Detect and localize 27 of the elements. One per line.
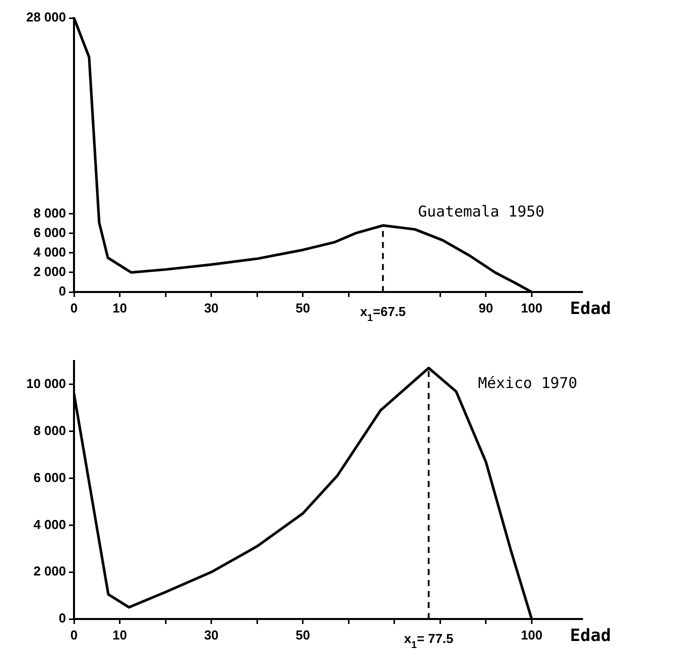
y-tick-label: 6 000: [33, 470, 66, 485]
y-tick-label: 4 000: [33, 516, 66, 532]
x-tick-label: 0: [70, 300, 78, 316]
y-tick-label: 0: [58, 610, 66, 626]
y-tick-label: 8 000: [33, 422, 66, 438]
x-tick-label: 30: [204, 627, 219, 642]
x-tick-label: 50: [296, 300, 310, 316]
y-tick-label: 6 000: [33, 224, 66, 240]
x-tick-label: 10: [112, 300, 127, 316]
y-tick-label: 28 000: [26, 10, 66, 25]
x-tick-label: 30: [204, 300, 219, 316]
x-axis-title: Edad: [570, 626, 611, 646]
y-tick-label: 4 000: [33, 244, 66, 260]
y-tick-label: 10 000: [26, 376, 66, 392]
x-axis-title: Edad: [570, 299, 611, 319]
x-tick-label: 10: [112, 627, 127, 642]
series-label: México 1970: [478, 374, 578, 392]
y-tick-label: 0: [58, 284, 66, 299]
x-tick-label: 90: [478, 300, 494, 316]
x-tick-label: 50: [296, 627, 310, 642]
x-tick-label: 100: [520, 300, 543, 316]
x-tick-label: 100: [520, 627, 543, 642]
y-tick-label: 2 000: [33, 264, 66, 280]
y-tick-label: 8 000: [33, 205, 66, 220]
x-tick-label: 0: [70, 627, 78, 642]
series-label: Guatemala 1950: [418, 202, 544, 220]
y-tick-label: 2 000: [33, 564, 66, 579]
